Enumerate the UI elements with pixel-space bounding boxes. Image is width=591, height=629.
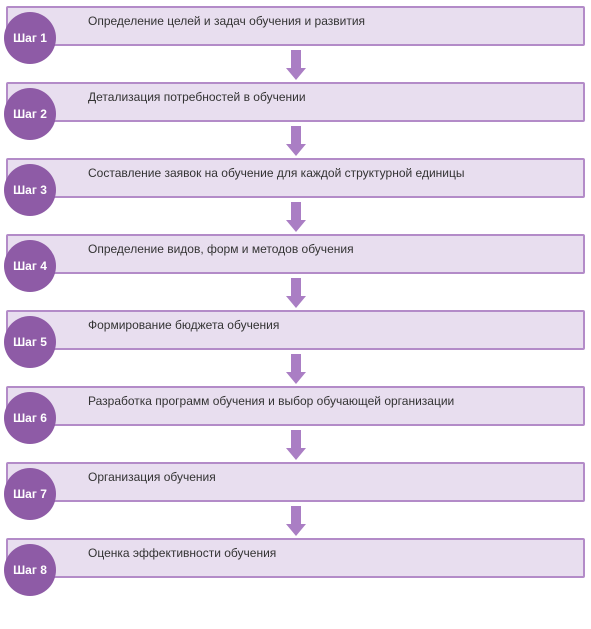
step-badge-label: Шаг 8 — [13, 563, 47, 577]
step-badge-label: Шаг 7 — [13, 487, 47, 501]
step-label: Оценка эффективности обучения — [88, 546, 575, 560]
step-badge-label: Шаг 1 — [13, 31, 47, 45]
step-badge: Шаг 7 — [4, 468, 56, 520]
arrow-down-icon — [0, 48, 591, 82]
step-row: Определение видов, форм и методов обучен… — [6, 234, 585, 276]
step-bar: Организация обучения — [6, 462, 585, 502]
step-badge: Шаг 6 — [4, 392, 56, 444]
step-badge: Шаг 2 — [4, 88, 56, 140]
arrow-down-icon — [0, 200, 591, 234]
step-badge-label: Шаг 6 — [13, 411, 47, 425]
step-label: Определение целей и задач обучения и раз… — [88, 14, 575, 28]
step-badge-label: Шаг 3 — [13, 183, 47, 197]
step-row: Детализация потребностей в обучении Шаг 2 — [6, 82, 585, 124]
step-label: Составление заявок на обучение для каждо… — [88, 166, 575, 180]
step-label: Детализация потребностей в обучении — [88, 90, 575, 104]
step-bar: Разработка программ обучения и выбор обу… — [6, 386, 585, 426]
step-badge: Шаг 8 — [4, 544, 56, 596]
arrow-down-icon — [0, 504, 591, 538]
step-label: Формирование бюджета обучения — [88, 318, 575, 332]
step-label: Определение видов, форм и методов обучен… — [88, 242, 575, 256]
step-label: Разработка программ обучения и выбор обу… — [88, 394, 575, 408]
arrow-down-icon — [0, 352, 591, 386]
step-badge: Шаг 1 — [4, 12, 56, 64]
step-bar: Определение видов, форм и методов обучен… — [6, 234, 585, 274]
step-row: Разработка программ обучения и выбор обу… — [6, 386, 585, 428]
step-badge: Шаг 3 — [4, 164, 56, 216]
step-bar: Составление заявок на обучение для каждо… — [6, 158, 585, 198]
training-process-flowchart: Определение целей и задач обучения и раз… — [0, 0, 591, 600]
step-row: Определение целей и задач обучения и раз… — [6, 6, 585, 48]
step-badge: Шаг 5 — [4, 316, 56, 368]
step-row: Оценка эффективности обучения Шаг 8 — [6, 538, 585, 580]
step-badge-label: Шаг 4 — [13, 259, 47, 273]
arrow-down-icon — [0, 276, 591, 310]
step-label: Организация обучения — [88, 470, 575, 484]
step-bar: Формирование бюджета обучения — [6, 310, 585, 350]
step-bar: Оценка эффективности обучения — [6, 538, 585, 578]
step-badge-label: Шаг 2 — [13, 107, 47, 121]
step-bar: Определение целей и задач обучения и раз… — [6, 6, 585, 46]
arrow-down-icon — [0, 428, 591, 462]
step-badge-label: Шаг 5 — [13, 335, 47, 349]
arrow-down-icon — [0, 124, 591, 158]
step-row: Организация обучения Шаг 7 — [6, 462, 585, 504]
step-badge: Шаг 4 — [4, 240, 56, 292]
step-bar: Детализация потребностей в обучении — [6, 82, 585, 122]
step-row: Составление заявок на обучение для каждо… — [6, 158, 585, 200]
step-row: Формирование бюджета обучения Шаг 5 — [6, 310, 585, 352]
